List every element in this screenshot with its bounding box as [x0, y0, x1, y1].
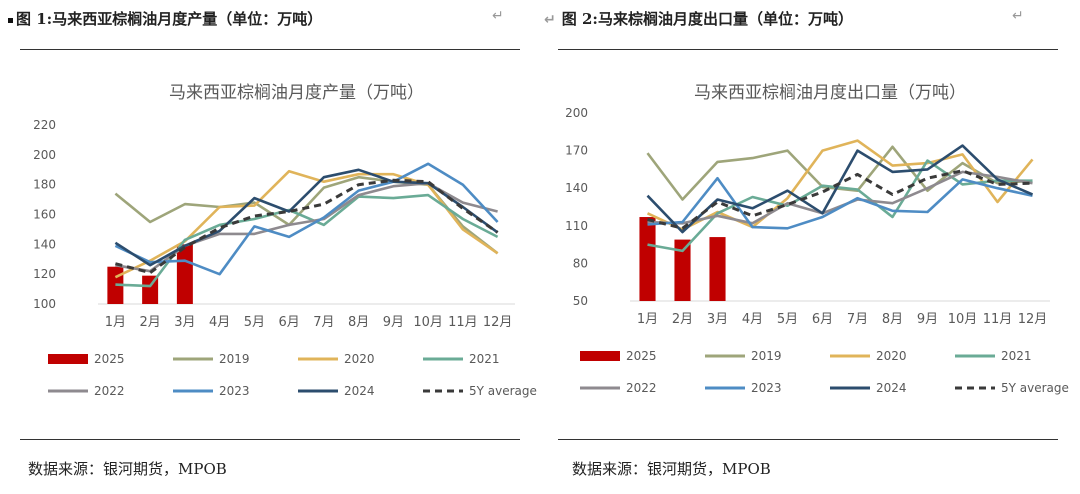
- x-tick-label: 9月: [383, 315, 404, 330]
- paragraph-return-icon: ↵: [1012, 8, 1024, 24]
- legend-label: 2025: [94, 352, 125, 366]
- y-tick-label: 170: [565, 144, 588, 158]
- legend-label: 2021: [469, 352, 500, 366]
- x-tick-label: 2月: [672, 312, 693, 327]
- series-line-5Y-average: [647, 169, 1033, 230]
- top-rule: [558, 49, 1058, 50]
- series-line-2020: [646, 139, 1034, 231]
- chart-title: 马来西亚棕榈油月度出口量（万吨）: [694, 83, 966, 103]
- series-line-2024: [114, 168, 499, 267]
- bar-2025: [674, 239, 691, 301]
- y-tick-label: 200: [565, 106, 588, 120]
- legend-label: 2024: [344, 384, 375, 398]
- y-tick-label: 140: [565, 181, 588, 195]
- x-tick-label: 2月: [139, 315, 160, 330]
- x-tick-label: 11月: [983, 312, 1013, 327]
- export-chart: 马来西亚棕榈油月度出口量（万吨） 50 80 110 140 170 200 1月 2月 3月 4月…: [565, 83, 1069, 395]
- legend-label: 2020: [876, 349, 907, 363]
- paragraph-return-icon: ↵: [492, 8, 504, 24]
- x-tick-label: 6月: [278, 315, 299, 330]
- x-tick-label: 10月: [948, 312, 978, 327]
- y-tick-label: 200: [33, 148, 56, 162]
- y-tick-label: 120: [33, 267, 56, 281]
- legend-label: 2019: [751, 349, 782, 363]
- x-tick-label: 7月: [313, 315, 334, 330]
- series-line-2020: [114, 169, 499, 279]
- production-chart: 马来西亚棕榈油月度产量（万吨） 100 120 140 160 180 200 220 1月 2月…: [33, 83, 537, 398]
- legend-swatch: [580, 351, 620, 361]
- x-tick-label: 1月: [105, 315, 126, 330]
- legend-label: 2020: [344, 352, 375, 366]
- series-line-2021: [647, 159, 1033, 253]
- x-tick-label: 11月: [448, 315, 478, 330]
- legend-label: 2021: [1001, 349, 1032, 363]
- x-tick-label: 4月: [742, 312, 763, 327]
- paragraph-return-icon: ↵: [544, 12, 556, 28]
- x-tick-label: 10月: [413, 315, 443, 330]
- y-tick-label: 220: [33, 118, 56, 132]
- legend-label: 2023: [219, 384, 250, 398]
- legend-swatch: [48, 354, 88, 364]
- top-rule: [20, 49, 520, 50]
- legend-label: 5Y average: [1001, 381, 1069, 395]
- y-tick-label: 50: [573, 294, 588, 308]
- legend-label: 2019: [219, 352, 250, 366]
- x-tick-label: 5月: [777, 312, 798, 327]
- legend-label: 2024: [876, 381, 907, 395]
- x-tick-label: 12月: [1018, 312, 1048, 327]
- chart-title: 马来西亚棕榈油月度产量（万吨）: [169, 83, 424, 103]
- bottom-rule: [20, 439, 520, 440]
- figure-1-label: 图 1:: [16, 10, 53, 28]
- figure-1-source: 数据来源：银河期货，MPOB: [28, 460, 227, 478]
- x-tick-label: 4月: [209, 315, 230, 330]
- x-tick-label: 3月: [174, 315, 195, 330]
- x-tick-label: 1月: [637, 312, 658, 327]
- series-line-2023: [647, 176, 1033, 230]
- y-tick-label: 110: [565, 219, 588, 233]
- y-tick-label: 160: [33, 208, 56, 222]
- bottom-rule: [558, 439, 1058, 440]
- series-line-2023: [114, 162, 499, 276]
- bar-2025: [709, 237, 726, 301]
- y-tick-label: 140: [33, 237, 56, 251]
- figure-1-caption: 马来西亚棕榈油月度产量（单位：万吨）: [52, 10, 323, 28]
- series-line-5Y-average: [115, 178, 499, 275]
- figure-2-panel: ↵ 图 2:马来棕榈油月度出口量（单位：万吨） ↵ 马来西亚棕榈油月度出口量（万吨…: [540, 0, 1080, 494]
- y-tick-label: 100: [33, 297, 56, 311]
- figure-2-title: ↵ 图 2:马来棕榈油月度出口量（单位：万吨）: [544, 8, 853, 29]
- x-tick-label: 8月: [348, 315, 369, 330]
- figure-2-label: 图 2:: [561, 10, 598, 28]
- x-tick-label: 3月: [707, 312, 728, 327]
- bar-2025: [176, 244, 193, 304]
- bar-2025: [639, 217, 656, 301]
- y-tick-label: 80: [573, 256, 588, 270]
- figure-2-caption: 马来棕榈油月度出口量（单位：万吨）: [597, 10, 853, 28]
- x-tick-label: 9月: [917, 312, 938, 327]
- y-tick-label: 180: [33, 178, 56, 192]
- x-tick-label: 5月: [244, 315, 265, 330]
- figure-1-title: 图 1:马来西亚棕榈油月度产量（单位：万吨）: [8, 8, 322, 29]
- legend-label: 2022: [94, 384, 125, 398]
- legend-label: 2025: [626, 349, 657, 363]
- legend-label: 5Y average: [469, 384, 537, 398]
- x-tick-label: 7月: [847, 312, 868, 327]
- x-tick-label: 8月: [882, 312, 903, 327]
- legend-label: 2023: [751, 381, 782, 395]
- x-tick-label: 12月: [483, 315, 513, 330]
- bullet-square-icon: [8, 17, 13, 23]
- figure-2-source: 数据来源：银河期货，MPOB: [572, 460, 771, 478]
- figure-1-panel: 图 1:马来西亚棕榈油月度产量（单位：万吨） ↵ 马来西亚棕榈油月度产量（万吨）…: [8, 8, 537, 478]
- x-tick-label: 6月: [812, 312, 833, 327]
- legend-label: 2022: [626, 381, 657, 395]
